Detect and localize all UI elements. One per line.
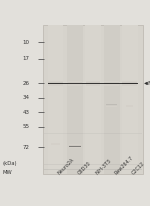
Bar <box>43 25 143 174</box>
Bar <box>104 84 119 85</box>
Text: Neuro2A: Neuro2A <box>57 157 76 176</box>
Bar <box>85 85 100 86</box>
Text: Raw264.7: Raw264.7 <box>113 156 134 176</box>
Bar <box>85 25 101 174</box>
Bar <box>48 83 138 84</box>
Bar <box>44 133 142 134</box>
Bar <box>44 169 142 170</box>
Bar <box>104 82 119 83</box>
Bar <box>68 83 83 84</box>
Bar <box>85 82 100 83</box>
Bar <box>68 84 83 85</box>
Text: 55: 55 <box>22 124 29 129</box>
Bar <box>104 81 119 82</box>
Bar <box>122 25 138 174</box>
Text: C2C12: C2C12 <box>131 161 146 176</box>
Bar <box>85 83 100 84</box>
Text: C6D30: C6D30 <box>76 161 92 176</box>
Text: 43: 43 <box>22 110 29 115</box>
Bar <box>48 85 63 86</box>
Text: 72: 72 <box>22 145 29 150</box>
Bar <box>85 81 100 82</box>
Text: 10: 10 <box>22 40 29 45</box>
Text: 26: 26 <box>22 81 29 86</box>
Bar <box>104 85 119 86</box>
Bar <box>68 82 83 83</box>
Bar <box>48 83 63 84</box>
Bar <box>68 81 83 82</box>
Text: 17: 17 <box>22 56 29 61</box>
Bar <box>85 84 100 85</box>
Text: MW: MW <box>2 170 12 174</box>
Text: (kDa): (kDa) <box>2 161 17 166</box>
Bar <box>122 82 137 83</box>
Bar <box>122 83 137 84</box>
Bar <box>48 82 63 83</box>
Text: 34: 34 <box>22 95 29 100</box>
Bar <box>122 81 137 82</box>
Bar <box>48 25 63 174</box>
Bar <box>48 84 63 85</box>
Bar <box>104 83 119 84</box>
Text: MSX2: MSX2 <box>147 81 150 86</box>
Bar <box>104 25 120 174</box>
Bar <box>44 164 142 165</box>
Text: NIH-3T3: NIH-3T3 <box>94 158 112 176</box>
Bar <box>68 85 83 86</box>
Bar <box>67 25 83 174</box>
Bar <box>122 85 137 86</box>
Bar <box>48 81 63 82</box>
Bar <box>122 84 137 85</box>
